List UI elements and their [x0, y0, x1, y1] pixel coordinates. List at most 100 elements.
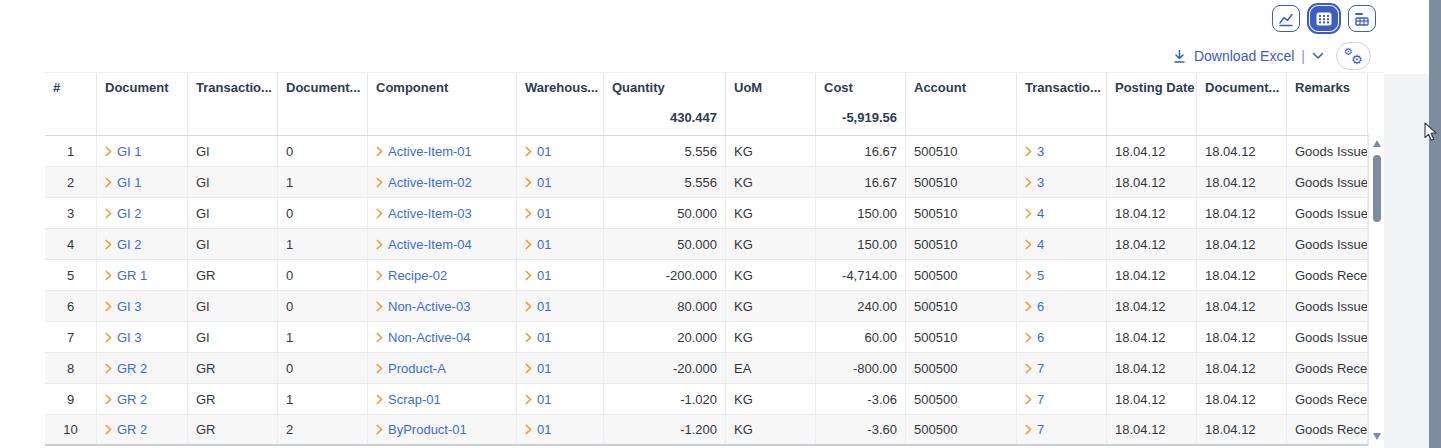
- goods-movements-table: #DocumentTransactio...Document...Compone…: [45, 72, 1384, 446]
- cell-text: 150.00: [857, 230, 897, 259]
- nav-chevron-icon: [105, 270, 112, 281]
- document-link[interactable]: GR 2: [117, 385, 147, 414]
- transaction-link[interactable]: 4: [1037, 230, 1044, 259]
- column-header-trans_type[interactable]: Transactio...: [188, 73, 278, 135]
- cell-text: 18.04.12: [1115, 292, 1166, 321]
- nav-chevron-icon: [1025, 177, 1032, 188]
- cell-trans_type: GI: [188, 322, 278, 352]
- column-header-component[interactable]: Component: [368, 73, 517, 135]
- cell-idx: 7: [45, 322, 97, 352]
- component-link[interactable]: Scrap-01: [388, 385, 441, 414]
- table-settings-button[interactable]: ⚙ ⚙: [1336, 42, 1371, 70]
- scroll-up-arrow-icon[interactable]: [1373, 140, 1381, 147]
- cell-cost: 16.67: [816, 136, 906, 166]
- browser-scrollbar[interactable]: [1429, 0, 1441, 448]
- warehouse-link[interactable]: 01: [537, 385, 551, 414]
- warehouse-link[interactable]: 01: [537, 168, 551, 197]
- column-header-document_date[interactable]: Document...: [1197, 73, 1287, 135]
- document-link[interactable]: GI 2: [117, 199, 142, 228]
- cell-trans_type: GR: [188, 415, 278, 444]
- nav-chevron-icon: [525, 239, 532, 250]
- warehouse-link[interactable]: 01: [537, 354, 551, 383]
- cell-text: 18.04.12: [1205, 261, 1256, 290]
- cell-doc_item: 0: [278, 353, 368, 383]
- scroll-down-arrow-icon[interactable]: [1373, 433, 1381, 440]
- transaction-link[interactable]: 7: [1037, 415, 1044, 444]
- transaction-link[interactable]: 7: [1037, 385, 1044, 414]
- component-link[interactable]: ByProduct-01: [388, 415, 467, 444]
- column-header-posting_date[interactable]: Posting Date: [1107, 73, 1197, 135]
- warehouse-link[interactable]: 01: [537, 261, 551, 290]
- download-options-chevron-icon[interactable]: [1312, 52, 1324, 60]
- component-link[interactable]: Active-Item-03: [388, 199, 472, 228]
- warehouse-link[interactable]: 01: [537, 137, 551, 166]
- component-link[interactable]: Recipe-02: [388, 261, 447, 290]
- table-vertical-scrollbar[interactable]: [1368, 134, 1384, 446]
- component-link[interactable]: Non-Active-03: [388, 292, 470, 321]
- transaction-link[interactable]: 7: [1037, 354, 1044, 383]
- cell-cost: 60.00: [816, 322, 906, 352]
- nav-chevron-icon: [525, 301, 532, 312]
- transaction-link[interactable]: 4: [1037, 199, 1044, 228]
- column-header-uom[interactable]: UoM: [726, 73, 816, 135]
- warehouse-link[interactable]: 01: [537, 230, 551, 259]
- grid-view-button[interactable]: [1307, 3, 1341, 34]
- document-link[interactable]: GI 1: [117, 137, 142, 166]
- cell-transaction: 6: [1017, 322, 1107, 352]
- cell-uom: KG: [726, 415, 816, 444]
- column-header-idx[interactable]: #: [45, 73, 97, 135]
- column-header-quantity[interactable]: Quantity430.447: [604, 73, 726, 135]
- warehouse-link[interactable]: 01: [537, 415, 551, 444]
- chart-view-button[interactable]: [1272, 5, 1300, 32]
- cell-text: 50.000: [677, 230, 717, 259]
- download-excel-button[interactable]: Download Excel |: [1172, 48, 1324, 64]
- component-link[interactable]: Active-Item-01: [388, 137, 472, 166]
- nav-chevron-icon: [105, 363, 112, 374]
- transaction-link[interactable]: 3: [1037, 137, 1044, 166]
- column-header-cost[interactable]: Cost-5,919.56: [816, 73, 906, 135]
- column-label: Document...: [1205, 73, 1278, 103]
- scrollbar-thumb[interactable]: [1373, 155, 1381, 222]
- nav-chevron-icon: [376, 270, 383, 281]
- cell-text: 500510: [914, 168, 957, 197]
- document-link[interactable]: GR 2: [117, 354, 147, 383]
- transaction-link[interactable]: 6: [1037, 292, 1044, 321]
- chart-table-view-button[interactable]: [1348, 5, 1376, 32]
- component-link[interactable]: Non-Active-04: [388, 323, 470, 352]
- transaction-link[interactable]: 3: [1037, 168, 1044, 197]
- column-header-doc_item[interactable]: Document...: [278, 73, 368, 135]
- nav-chevron-icon: [376, 424, 383, 435]
- document-link[interactable]: GR 1: [117, 261, 147, 290]
- document-link[interactable]: GI 3: [117, 292, 142, 321]
- column-header-account[interactable]: Account: [906, 73, 1017, 135]
- cell-uom: KG: [726, 198, 816, 228]
- cell-quantity: 5.556: [604, 136, 726, 166]
- transaction-link[interactable]: 5: [1037, 261, 1044, 290]
- component-link[interactable]: Product-A: [388, 354, 446, 383]
- transaction-link[interactable]: 6: [1037, 323, 1044, 352]
- component-link[interactable]: Active-Item-04: [388, 230, 472, 259]
- cell-text: GI: [196, 230, 210, 259]
- cell-account: 500500: [906, 260, 1017, 290]
- cell-component: Non-Active-03: [368, 291, 517, 321]
- cell-text: 500500: [914, 261, 957, 290]
- component-link[interactable]: Active-Item-02: [388, 168, 472, 197]
- warehouse-link[interactable]: 01: [537, 199, 551, 228]
- cell-text: -20.000: [673, 354, 717, 383]
- document-link[interactable]: GI 1: [117, 168, 142, 197]
- table-header-row: #DocumentTransactio...Document...Compone…: [45, 72, 1384, 136]
- chart-table-icon: [1354, 11, 1370, 27]
- warehouse-link[interactable]: 01: [537, 292, 551, 321]
- document-link[interactable]: GI 3: [117, 323, 142, 352]
- column-header-transaction[interactable]: Transactio...: [1017, 73, 1107, 135]
- column-header-warehouse[interactable]: Warehous...: [517, 73, 604, 135]
- column-header-document[interactable]: Document: [97, 73, 188, 135]
- cell-uom: KG: [726, 384, 816, 414]
- document-link[interactable]: GR 2: [117, 415, 147, 444]
- column-header-remarks[interactable]: Remarks: [1287, 73, 1368, 135]
- document-link[interactable]: GI 2: [117, 230, 142, 259]
- warehouse-link[interactable]: 01: [537, 323, 551, 352]
- cell-account: 500510: [906, 198, 1017, 228]
- cell-trans_type: GR: [188, 353, 278, 383]
- cell-quantity: 20.000: [604, 322, 726, 352]
